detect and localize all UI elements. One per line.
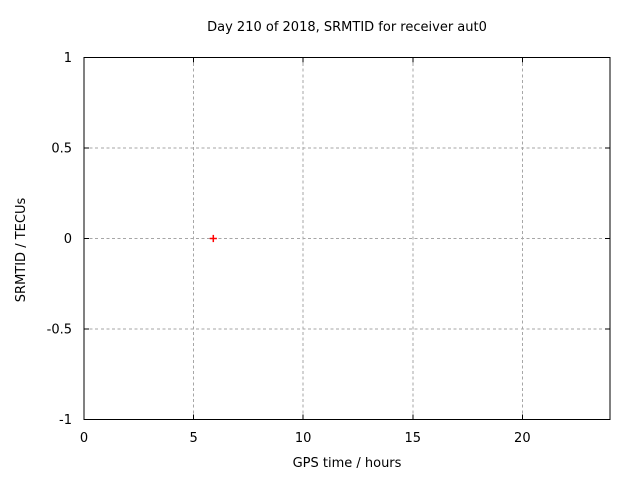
y-axis-label: SRMTID / TECUs bbox=[14, 198, 29, 303]
x-tick-label: 15 bbox=[404, 431, 421, 446]
y-tick-label: -0.5 bbox=[47, 323, 72, 338]
y-tick-label: 0 bbox=[64, 232, 72, 247]
gridlines bbox=[84, 57, 610, 420]
x-tick-label: 5 bbox=[189, 431, 197, 446]
data-point-plus bbox=[209, 234, 217, 243]
x-tick-label: 0 bbox=[80, 431, 88, 446]
x-axis-label: GPS time / hours bbox=[293, 456, 402, 471]
y-tick-label: 1 bbox=[64, 51, 72, 66]
data-series bbox=[209, 234, 217, 243]
tick-labels: 0 5 10 15 20 -1 -0.5 0 0.5 1 bbox=[47, 51, 531, 446]
x-tick-label: 20 bbox=[514, 431, 531, 446]
chart-title: Day 210 of 2018, SRMTID for receiver aut… bbox=[207, 20, 487, 35]
y-tick-label: -1 bbox=[59, 413, 72, 428]
x-tick-label: 10 bbox=[295, 431, 312, 446]
y-tick-label: 0.5 bbox=[51, 142, 72, 157]
plot-frame bbox=[83, 57, 611, 420]
